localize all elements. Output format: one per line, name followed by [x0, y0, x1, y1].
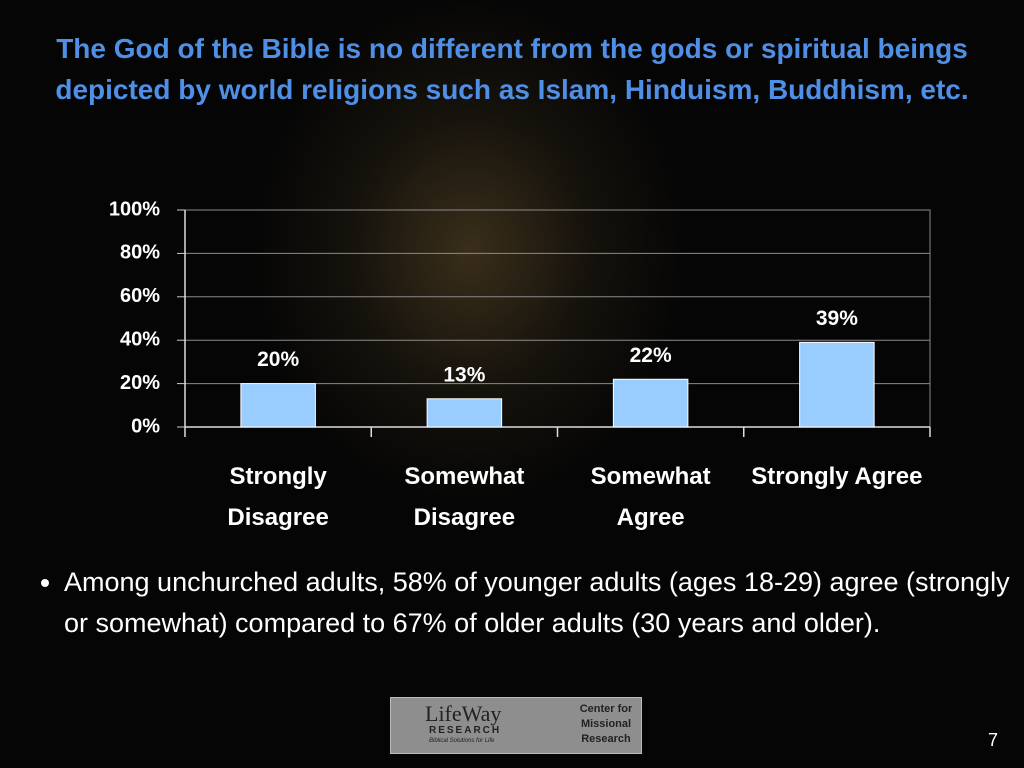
logo-text: RESEARCH — [429, 725, 502, 736]
logo-text: Center for Missional Research — [579, 703, 633, 745]
data-label: 13% — [443, 363, 485, 386]
x-tick-label: Somewhat Disagree — [404, 463, 525, 531]
bar — [426, 398, 503, 428]
logo: LifeWay RESEARCH Biblical Solutions for … — [390, 697, 642, 754]
x-tick-label: Somewhat Agree — [590, 463, 711, 531]
data-label: 39% — [816, 307, 858, 330]
y-tick-label: 20% — [120, 372, 160, 394]
logo-text: Biblical Solutions for Life — [429, 738, 495, 744]
y-tick-label: 40% — [120, 328, 160, 350]
logo-text: LifeWay — [425, 701, 502, 726]
data-label: 20% — [257, 348, 299, 371]
chart-title: The God of the Bible is no different fro… — [55, 33, 969, 105]
y-tick-label: 100% — [109, 198, 160, 220]
bullet-list: Among unchurched adults, 58% of younger … — [40, 562, 1014, 644]
bar — [240, 383, 316, 428]
bullet: Among unchurched adults, 58% of younger … — [64, 562, 1014, 644]
x-tick-label: Strongly Agree — [751, 463, 923, 490]
y-tick-label: 80% — [120, 242, 160, 264]
bar — [612, 378, 689, 428]
x-tick-label: Strongly Disagree — [227, 463, 329, 531]
page-number: 7 — [987, 730, 998, 750]
bar — [799, 341, 875, 428]
y-tick-label: 0% — [131, 415, 160, 437]
y-tick-label: 60% — [120, 285, 160, 307]
data-label: 22% — [630, 344, 672, 367]
